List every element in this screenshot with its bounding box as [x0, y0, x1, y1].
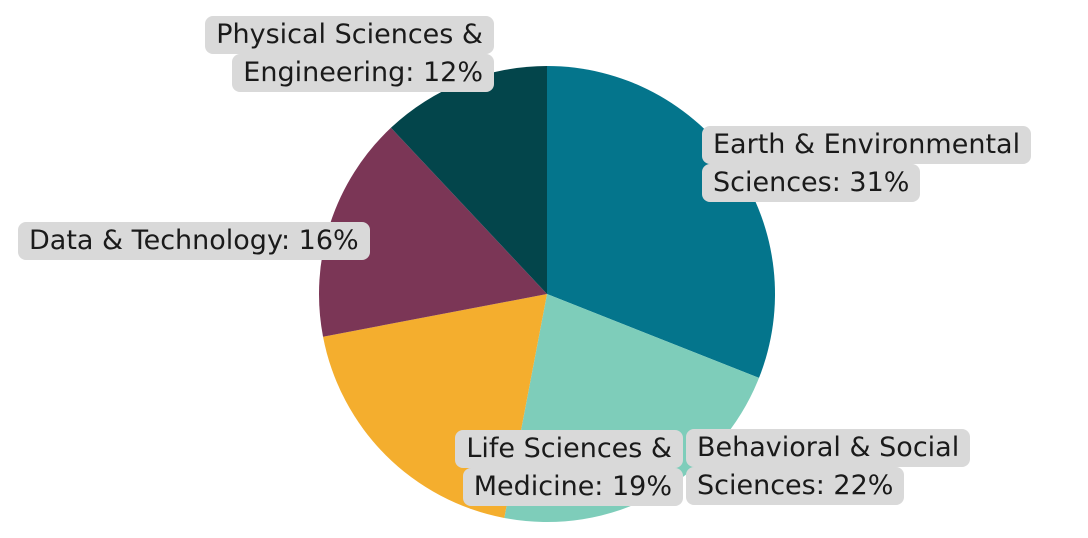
- slice-label-line: Behavioral & Social: [686, 429, 971, 467]
- slice-label-physical-sciences-engineering: Physical Sciences & Engineering: 12%: [205, 16, 494, 92]
- slice-label-data-technology: Data & Technology: 16%: [18, 222, 370, 260]
- pie-slice-data-technology: [319, 127, 547, 337]
- slice-label-behavioral-social-sciences: Behavioral & Social Sciences: 22%: [686, 429, 971, 505]
- slice-label-line: Engineering: 12%: [232, 54, 494, 92]
- pie-slice-physical-sciences-engineering: [390, 66, 547, 294]
- slice-label-line: Life Sciences &: [455, 430, 683, 468]
- slice-label-life-sciences-medicine: Life Sciences & Medicine: 19%: [455, 430, 683, 506]
- slice-label-line: Sciences: 31%: [702, 164, 921, 202]
- slice-label-line: Earth & Environmental: [702, 126, 1032, 164]
- slice-label-line: Medicine: 19%: [462, 468, 683, 506]
- slice-label-earth-environmental-sciences: Earth & Environmental Sciences: 31%: [702, 126, 1032, 202]
- slice-label-line: Data & Technology: 16%: [18, 222, 370, 260]
- slice-label-line: Sciences: 22%: [686, 467, 905, 505]
- slice-label-line: Physical Sciences &: [205, 16, 494, 54]
